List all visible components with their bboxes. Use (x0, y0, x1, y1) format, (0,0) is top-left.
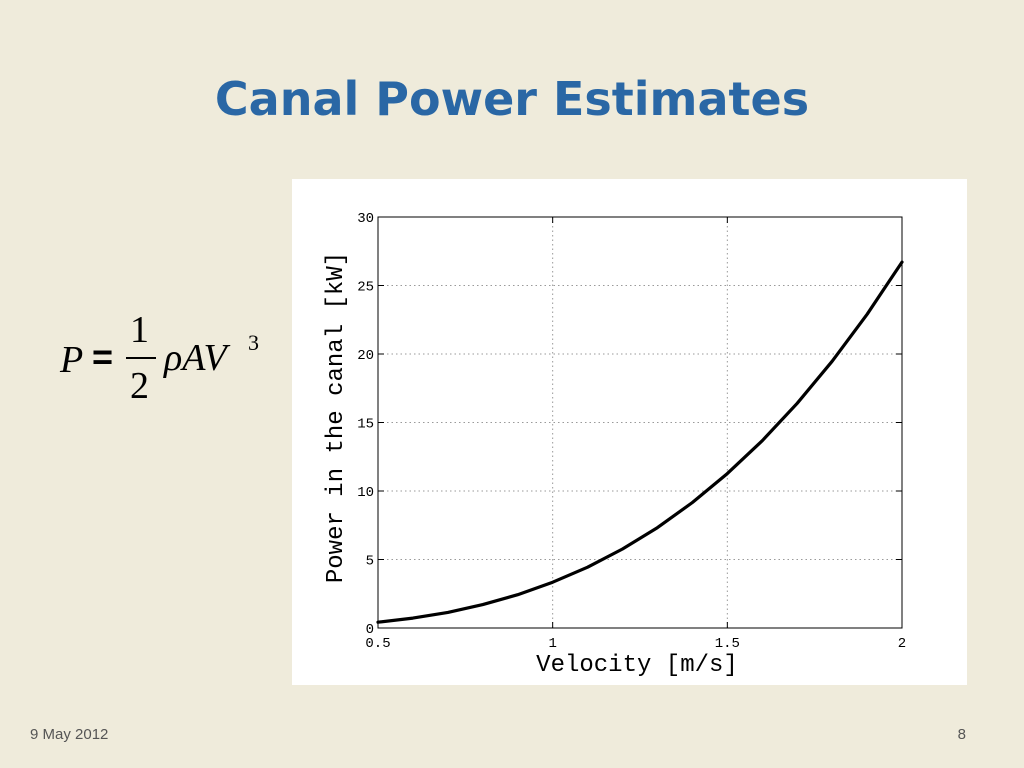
formula-lhs: P (60, 339, 84, 381)
x-axis-label: Velocity [m/s] (536, 652, 738, 679)
grid-layer (378, 217, 902, 628)
x-tick-label: 0.5 (365, 636, 390, 652)
y-tick-label: 5 (366, 554, 374, 570)
formula-equals: = (92, 336, 114, 377)
slide-title: Canal Power Estimates (214, 72, 810, 126)
footer-date: 9 May 2012 (30, 726, 109, 743)
y-axis-label: Power in the canal [kW] (323, 252, 350, 583)
x-tick-label: 1 (548, 636, 556, 652)
line-layer (376, 260, 904, 624)
x-tick-label: 2 (898, 636, 906, 652)
y-tick-label: 15 (357, 417, 374, 433)
y-tick-label: 20 (357, 348, 374, 364)
page-number: 8 (957, 726, 966, 743)
formula-rho-a-v: ρAV (164, 337, 227, 379)
y-tick-label: 10 (357, 485, 374, 501)
power-formula: P = 1 2 ρAV 3 (58, 308, 288, 418)
y-tick-label: 30 (357, 211, 374, 227)
x-tick-label: 1.5 (715, 636, 740, 652)
formula-numerator: 1 (130, 309, 149, 351)
y-tick-label: 0 (366, 622, 374, 638)
y-tick-label: 25 (357, 280, 374, 296)
chart-panel: 0.5 1 1.5 2 0 5 10 15 20 25 30 Velocity [m/s] Powe… (292, 179, 967, 685)
power-curve (376, 260, 904, 624)
formula-denominator: 2 (130, 365, 149, 407)
formula-fraction-bar (126, 357, 156, 359)
plot-frame (377, 216, 903, 629)
formula-exponent: 3 (248, 330, 259, 355)
